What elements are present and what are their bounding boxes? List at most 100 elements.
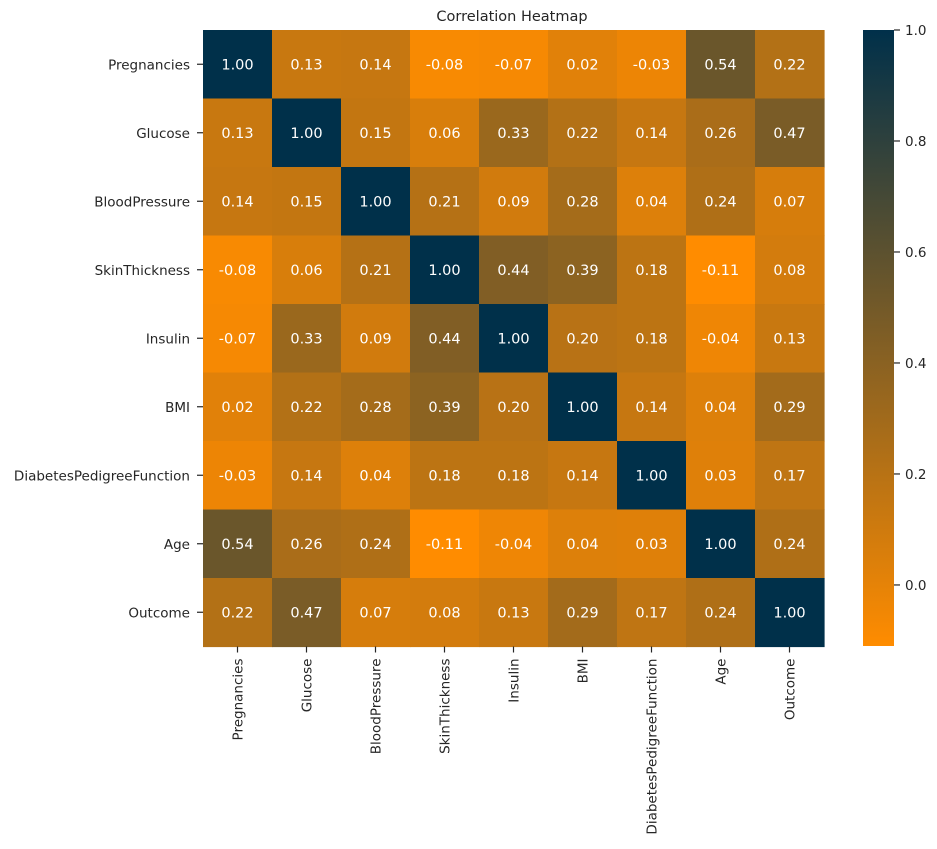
cell-value-label: 0.18	[497, 468, 529, 484]
cell-value-label: 0.04	[359, 468, 391, 484]
colorbar-tick-label: 1.0	[905, 23, 926, 39]
heatmap-cell	[341, 578, 411, 648]
heatmap-cell	[410, 578, 480, 648]
heatmap-cell	[410, 304, 480, 374]
heatmap-cell	[617, 304, 687, 374]
heatmap-cell	[272, 167, 342, 237]
heatmap-cell	[548, 30, 618, 100]
heatmap-cell	[755, 509, 825, 579]
heatmap-cell	[479, 167, 549, 237]
cell-value-label: 0.08	[428, 605, 460, 621]
cell-value-label: 1.00	[428, 263, 460, 279]
cell-value-label: 0.18	[635, 331, 667, 347]
cell-value-label: -0.04	[702, 331, 740, 347]
heatmap-cell	[272, 441, 342, 511]
heatmap-cell	[410, 372, 480, 442]
cell-value-label: 0.44	[497, 263, 529, 279]
heatmap-cell	[341, 98, 411, 168]
cell-value-label: 0.29	[566, 605, 598, 621]
heatmap-cell	[410, 441, 480, 511]
heatmap-cell	[479, 509, 549, 579]
heatmap-cell	[272, 235, 342, 305]
cell-value-label: 0.03	[635, 537, 667, 553]
cell-value-label: 0.17	[773, 468, 805, 484]
cell-value-label: 0.22	[221, 605, 253, 621]
cell-value-label: 0.28	[566, 194, 598, 210]
heatmap-cell	[755, 441, 825, 511]
colorbar-ticks: 0.0 0.2 0.4 0.6 0.8 1.0	[894, 23, 926, 594]
cell-value-label: 1.00	[221, 57, 253, 73]
x-tick-label: Pregnancies	[231, 659, 247, 741]
cell-value-label: 0.24	[704, 194, 736, 210]
cell-value-label: 0.47	[290, 605, 322, 621]
cell-value-label: 0.18	[428, 468, 460, 484]
y-axis: Pregnancies Glucose BloodPressure SkinThick…	[14, 57, 203, 621]
x-tick-label: Age	[714, 659, 730, 685]
y-tick-label: Age	[164, 537, 190, 553]
x-tick-label: BloodPressure	[369, 659, 385, 755]
cell-value-label: 1.00	[290, 126, 322, 142]
heatmap-cell	[341, 167, 411, 237]
heatmap-cell	[410, 98, 480, 168]
heatmap-cell	[548, 578, 618, 648]
heatmap-cell	[617, 509, 687, 579]
cell-value-label: 0.39	[566, 263, 598, 279]
cell-value-label: 0.20	[566, 331, 598, 347]
colorbar-tick-label: 0.6	[905, 245, 926, 261]
heatmap-cell	[548, 98, 618, 168]
heatmap-cell	[410, 235, 480, 305]
heatmap-cell	[341, 372, 411, 442]
cell-value-label: 0.04	[704, 400, 736, 416]
cell-value-label: 0.07	[773, 194, 805, 210]
cell-value-label: 0.24	[773, 537, 805, 553]
heatmap-cell	[617, 98, 687, 168]
heatmap-cell	[272, 98, 342, 168]
heatmap-cell	[203, 167, 273, 237]
cell-value-label: 1.00	[704, 537, 736, 553]
cell-value-label: 1.00	[773, 605, 805, 621]
heatmap-cell	[548, 441, 618, 511]
cell-value-label: 0.15	[359, 126, 391, 142]
heatmap-cell	[617, 30, 687, 100]
chart-title: Correlation Heatmap	[436, 9, 587, 25]
heatmap-cell	[341, 304, 411, 374]
cell-value-label: 0.47	[773, 126, 805, 142]
x-tick-label: BMI	[576, 659, 592, 684]
cell-value-label: 0.04	[635, 194, 667, 210]
heatmap-cell	[617, 441, 687, 511]
heatmap-cell	[755, 235, 825, 305]
heatmap-cell	[479, 30, 549, 100]
cell-value-label: 0.13	[497, 605, 529, 621]
cell-value-label: 1.00	[566, 400, 598, 416]
cell-value-label: -0.07	[495, 57, 533, 73]
heatmap-cell	[203, 372, 273, 442]
x-tick-label: Insulin	[507, 659, 523, 703]
heatmap-cell	[548, 372, 618, 442]
cell-value-label: -0.04	[495, 537, 533, 553]
heatmap-cell	[479, 304, 549, 374]
cell-value-label: 0.33	[497, 126, 529, 142]
heatmap-cell	[272, 578, 342, 648]
heatmap-cell	[755, 98, 825, 168]
y-tick-label: Insulin	[146, 331, 190, 347]
cell-value-label: 0.18	[635, 263, 667, 279]
cell-value-label: 0.17	[635, 605, 667, 621]
heatmap-cell	[686, 98, 756, 168]
cell-value-label: 0.13	[221, 126, 253, 142]
heatmap-cell	[203, 509, 273, 579]
heatmap-cell	[272, 304, 342, 374]
cell-value-label: 0.06	[428, 126, 460, 142]
heatmap-cell	[479, 98, 549, 168]
heatmap-cell	[686, 167, 756, 237]
cell-value-label: 0.24	[359, 537, 391, 553]
cell-value-label: 0.14	[221, 194, 253, 210]
heatmap-cell	[479, 578, 549, 648]
heatmap-cell	[548, 304, 618, 374]
cell-value-label: 0.26	[290, 537, 322, 553]
x-tick-label: DiabetesPedigreeFunction	[645, 659, 661, 835]
y-tick-label: BloodPressure	[94, 194, 190, 210]
cell-value-label: -0.11	[702, 263, 740, 279]
y-tick-label: DiabetesPedigreeFunction	[14, 468, 190, 484]
cell-value-label: 0.39	[428, 400, 460, 416]
cell-value-label: 0.14	[290, 468, 322, 484]
